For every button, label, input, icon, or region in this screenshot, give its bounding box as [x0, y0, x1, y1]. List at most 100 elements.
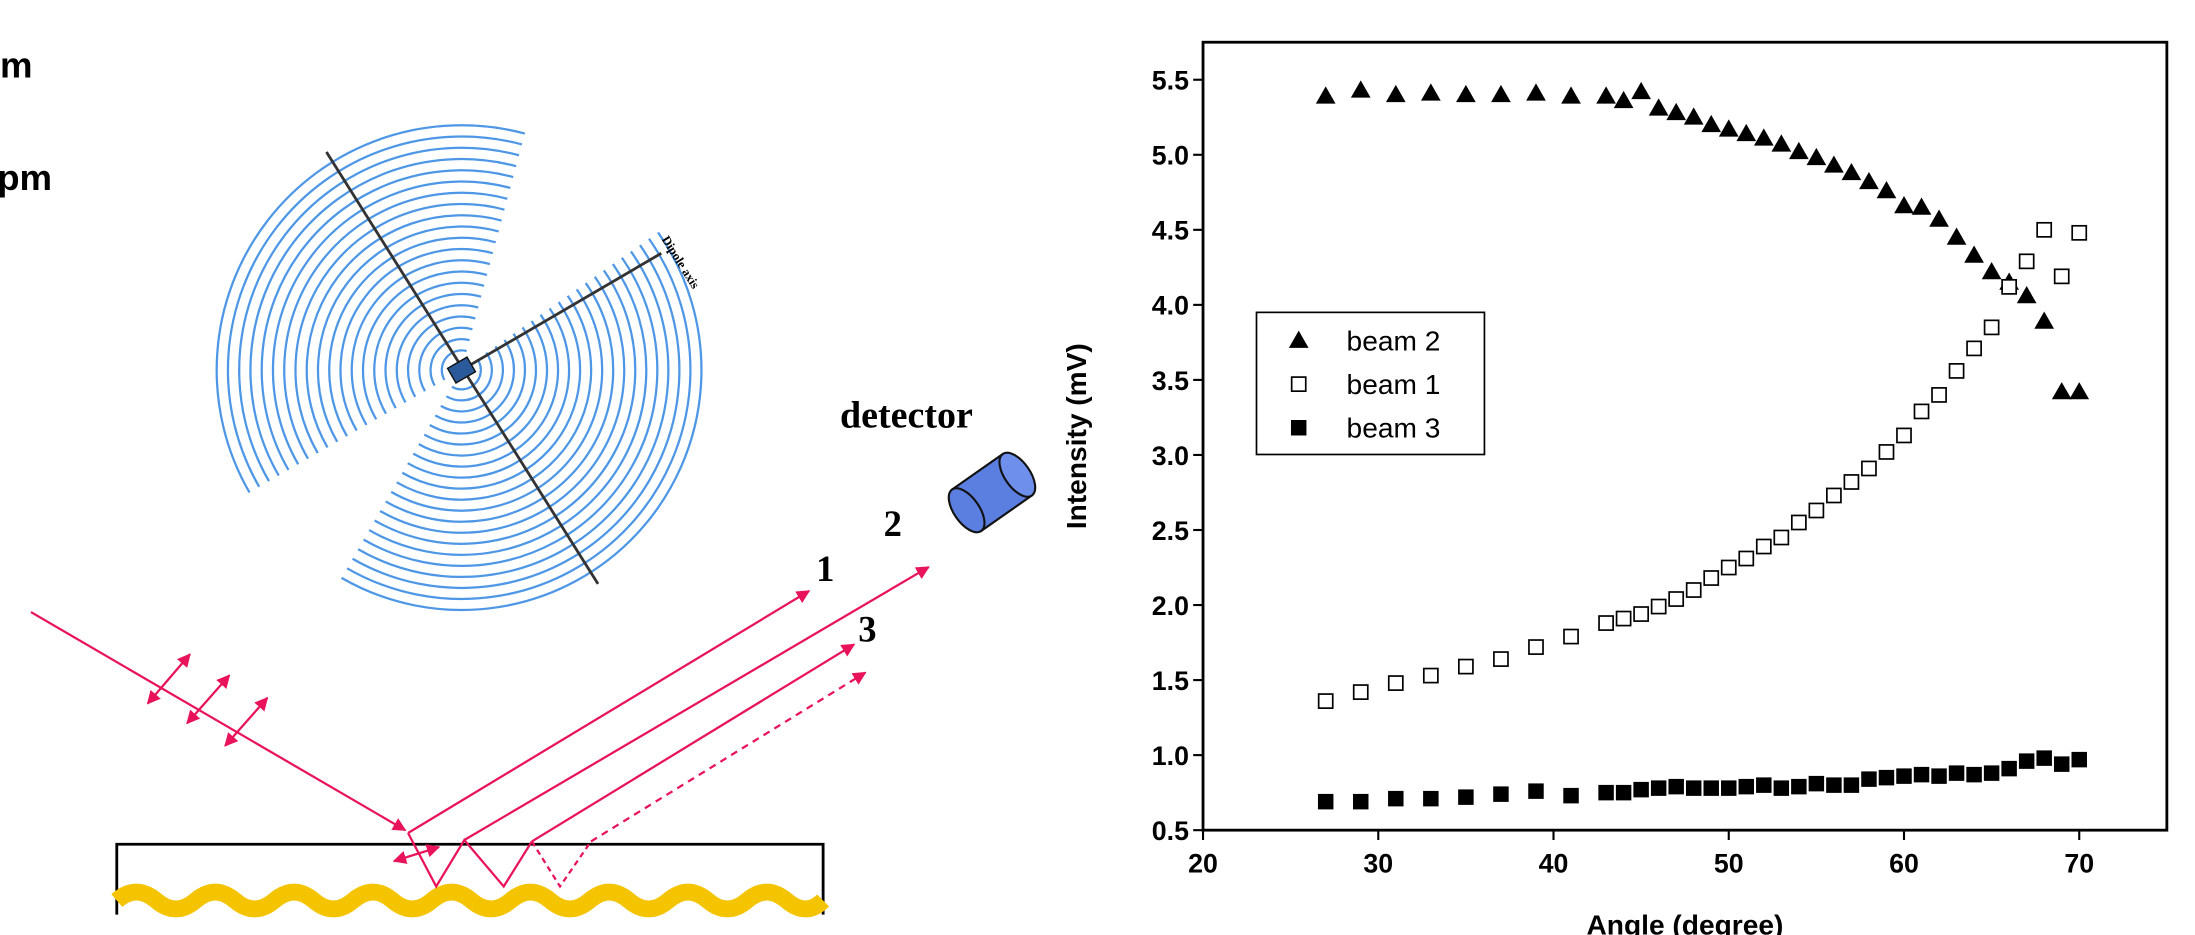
- data-point: [1350, 80, 1371, 98]
- data-point: [1718, 119, 1739, 137]
- data-point: [1683, 107, 1704, 125]
- lobe-arc: [445, 352, 493, 402]
- detector: [947, 451, 1037, 534]
- lobe-arc: [434, 339, 515, 424]
- data-point: [1826, 777, 1842, 793]
- legend-label: beam 2: [1347, 325, 1441, 356]
- data-point: [1703, 780, 1719, 796]
- lobe-arc: [316, 225, 499, 443]
- lobe-arc: [350, 259, 491, 426]
- lobe-arc: [379, 276, 626, 534]
- data-point: [1876, 180, 1897, 199]
- data-point: [1931, 768, 1947, 784]
- data-point: [1808, 775, 1825, 792]
- rays: [30, 566, 930, 889]
- lobe-arc: [294, 202, 505, 454]
- lobe-arc: [352, 244, 681, 590]
- data-point: [2071, 751, 2087, 768]
- y-tick-label: 4.0: [1152, 291, 1189, 321]
- data-point: [1964, 245, 1984, 263]
- data-point: [1966, 766, 1982, 783]
- diagram: m pm Dipole axis 1 2 3 detector: [0, 44, 1037, 918]
- data-point: [2016, 286, 2037, 304]
- lobe-arc: [340, 231, 703, 612]
- data-point: [1387, 675, 1404, 691]
- data-point: [1703, 570, 1720, 586]
- data-point: [1528, 639, 1544, 655]
- data-point: [1388, 790, 1404, 807]
- data-point: [1806, 147, 1827, 166]
- data-point: [1353, 793, 1369, 810]
- x-axis-title: Angle (degree): [1586, 909, 1783, 935]
- data-point: [1983, 765, 2000, 781]
- x-tick-label: 30: [1363, 848, 1393, 878]
- lobe-arc: [429, 333, 527, 435]
- data-point: [2018, 253, 2035, 270]
- data-point: [1666, 102, 1687, 121]
- lobe-arc: [451, 358, 482, 391]
- reflected-ray: [407, 590, 811, 834]
- data-point: [1315, 86, 1336, 104]
- reflected-ray: [531, 643, 856, 843]
- legend-symbol: [1288, 330, 1309, 348]
- data-point: [1563, 628, 1579, 645]
- data-point: [1738, 550, 1755, 567]
- lobe-arc: [373, 281, 485, 415]
- data-point: [1824, 155, 1844, 173]
- data-point: [1791, 778, 1807, 795]
- beam-label: 3: [858, 609, 876, 650]
- data-point: [1598, 784, 1614, 801]
- data-point: [1790, 514, 1807, 531]
- data-point: [1458, 789, 1474, 805]
- data-point: [1771, 134, 1792, 152]
- data-point: [1423, 790, 1439, 807]
- y-tick-label: 2.5: [1152, 516, 1189, 546]
- lobe-arc: [374, 269, 637, 545]
- y-axis-title: Intensity (mV): [1061, 343, 1092, 529]
- data-point: [1650, 598, 1667, 615]
- lobe-arc: [305, 214, 502, 449]
- legend-symbol: [1290, 420, 1307, 436]
- data-point: [1650, 780, 1667, 796]
- data-point: [1491, 84, 1511, 103]
- data-point: [1843, 777, 1860, 793]
- polarization-arrow: [146, 653, 191, 705]
- data-point: [1753, 128, 1774, 146]
- data-point: [1983, 319, 2000, 336]
- y-tick-label: 1.0: [1152, 741, 1189, 771]
- data-point: [1826, 487, 1842, 504]
- data-point: [1422, 667, 1439, 684]
- x-tick-label: 70: [2064, 848, 2094, 878]
- polarization-arrow: [186, 674, 231, 725]
- data-point: [2069, 382, 2090, 400]
- fragment-text: pm: [0, 157, 52, 198]
- plot-frame: [1201, 40, 2169, 832]
- lobe-arc: [283, 191, 508, 460]
- data-point: [1633, 606, 1650, 622]
- data-point: [1668, 591, 1685, 607]
- data-point: [1911, 197, 1932, 215]
- lobe-arc: [390, 288, 604, 512]
- data-point: [1789, 141, 1809, 160]
- detector-label: detector: [840, 395, 973, 437]
- y-tick-label: 5.0: [1152, 141, 1189, 171]
- reflected-ray: [463, 566, 930, 841]
- radiation-pattern: [215, 124, 703, 612]
- data-point: [1736, 123, 1757, 142]
- fragment-text: m: [0, 44, 33, 85]
- dipole: [446, 356, 477, 384]
- lobe-arc: [418, 320, 549, 457]
- y-tick-label: 4.5: [1152, 216, 1189, 246]
- y-tick-label: 2.0: [1152, 591, 1189, 621]
- data-point: [1701, 114, 1722, 133]
- data-point: [1861, 771, 1877, 787]
- lobe-arc: [361, 270, 488, 420]
- lobe-arc: [363, 257, 659, 567]
- data-point: [1913, 403, 1930, 420]
- beam-label: 2: [884, 503, 902, 544]
- data-point: [1598, 615, 1614, 631]
- lobe-arc: [440, 345, 504, 413]
- lobe-arc: [412, 314, 560, 468]
- data-point: [2053, 268, 2070, 285]
- data-point: [1808, 502, 1825, 519]
